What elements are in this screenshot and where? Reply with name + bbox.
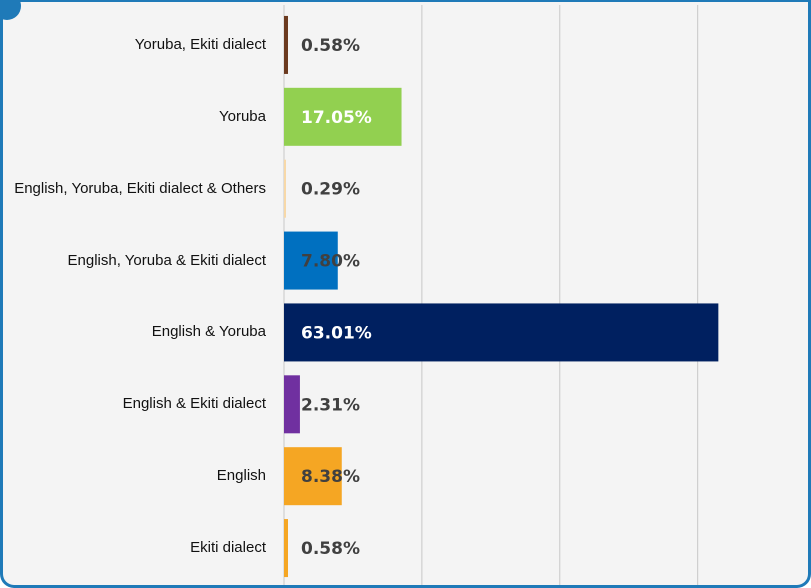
category-label: Yoruba, Ekiti dialect bbox=[134, 35, 266, 53]
category-label: Ekiti dialect bbox=[190, 539, 266, 557]
category-label: English & Yoruba bbox=[151, 323, 266, 341]
bar bbox=[284, 231, 338, 290]
bar bbox=[284, 447, 342, 506]
bar bbox=[284, 15, 288, 74]
category-label: English, Yoruba, Ekiti dialect & Others bbox=[14, 179, 266, 197]
value-label: 0.58% bbox=[301, 539, 360, 559]
value-label: 7.80% bbox=[301, 252, 360, 272]
value-label: 8.38% bbox=[301, 467, 360, 487]
value-label: 0.58% bbox=[301, 36, 360, 56]
value-label: 63.01% bbox=[301, 323, 372, 343]
bar bbox=[284, 375, 300, 434]
category-label: English bbox=[216, 467, 266, 485]
category-label: Yoruba bbox=[219, 107, 266, 125]
bar bbox=[284, 519, 288, 578]
bar bbox=[284, 159, 286, 218]
bar bbox=[284, 87, 402, 146]
value-label: 2.31% bbox=[301, 395, 360, 415]
category-label: English, Yoruba & Ekiti dialect bbox=[67, 251, 266, 269]
chart: 0.58% 17.05% 0.29% 7.80% 63.01% 2.31% 8.38% 0.5… bbox=[3, 2, 719, 585]
value-label: 17.05% bbox=[301, 108, 372, 128]
value-label: 0.29% bbox=[301, 180, 360, 200]
bar bbox=[284, 303, 719, 362]
category-label: English & Ekiti dialect bbox=[122, 395, 266, 413]
corner-dot bbox=[3, 2, 21, 20]
